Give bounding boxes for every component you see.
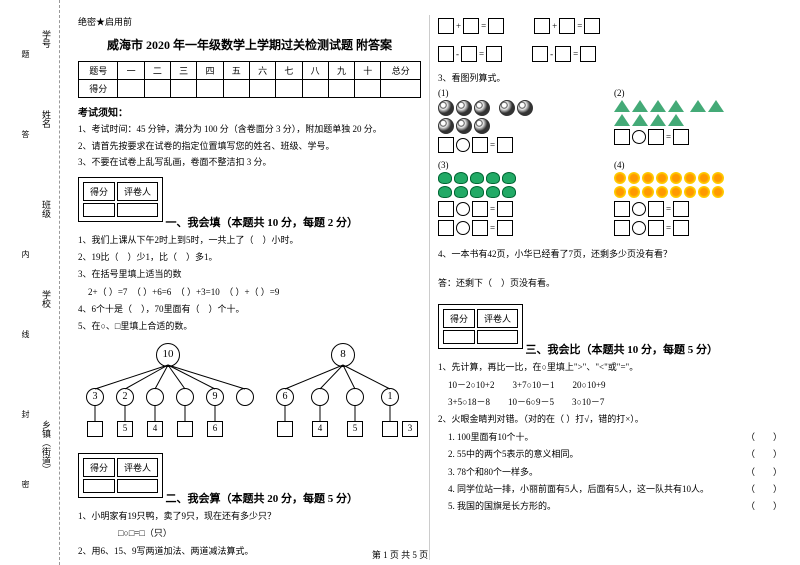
bind-label-id: 学号 (40, 30, 53, 48)
notice-title: 考试须知： (78, 104, 421, 119)
notice-item: 2、请首先按要求在试卷的指定位置填写您的姓名、班级、学号。 (78, 140, 421, 154)
tree-lines (268, 343, 418, 443)
seal-text: 封 (20, 410, 31, 418)
notice-item: 1、考试时间：45 分钟，满分为 100 分（含卷面分 3 分），附加题单独 2… (78, 123, 421, 137)
table-row: 题号一二三四五六七八九十总分 (79, 62, 421, 80)
judge-item: 3. 78个和80个一样多。（ ） (438, 465, 782, 479)
answer-template: □○□=□（只） (78, 526, 421, 540)
section-1-title: 一、我会填（本题共 10 分，每题 2 分） (166, 217, 359, 229)
judge-item: 1. 100里面有10个十。（ ） (438, 430, 782, 444)
picture-problems: (1) = (2) = (3) = = (438, 88, 782, 239)
question: 2、19比（ ）少1，比（ ）多1。 (78, 250, 421, 264)
problem-3: (3) = = (438, 160, 606, 239)
bind-label-school: 学校 (40, 290, 53, 308)
question: 4、一本书有42页，小华已经看了7页，还剩多少页没有看？ (438, 247, 782, 261)
compare-row: 3+5○18－8 10－6○9－5 3○10－7 (438, 395, 782, 409)
tree-icon (614, 100, 630, 112)
seal-text: 题 (20, 50, 31, 58)
frog-icon (438, 172, 452, 184)
content-area: 绝密★启用前 威海市 2020 年一年级数学上学期过关检测试题 附答案 题号一二… (60, 0, 800, 565)
question: 4、6个十是（ ），70里面有（ ）个十。 (78, 302, 421, 316)
right-column: += += -= -= 3、看图列算式。 (1) = (2) (430, 15, 790, 560)
flower-icon (614, 172, 626, 184)
secret-label: 绝密★启用前 (78, 15, 421, 28)
judge-item: 2. 55中的两个5表示的意义相同。（ ） (438, 447, 782, 461)
answer-line: 答：还剩下（ ）页没有看。 (438, 276, 782, 290)
tree-lines (78, 343, 258, 443)
bind-label-class: 班级 (40, 200, 53, 218)
question: 1、我们上课从下午2时上到5时，一共上了（ ）小时。 (78, 233, 421, 247)
bind-label-town: 乡镇（街道） (40, 420, 53, 474)
table-row: 得分 (79, 80, 421, 98)
eq-template: += (438, 18, 504, 34)
question: 1、小明家有19只鸭，卖了9只，现在还有多少只？ (78, 509, 421, 523)
question-sub: 2+（ ）=7 （ ）+6=6 （ ）+3=10 （ ）+（ ）=9 (78, 285, 421, 299)
eq-template: -= (532, 46, 596, 62)
judge-item: 5. 我国的国旗是长方形的。（ ） (438, 499, 782, 513)
seal-text: 答 (20, 130, 31, 138)
section-2-title: 二、我会算（本题共 20 分，每题 5 分） (166, 493, 359, 505)
question: 3、在括号里填上适当的数 (78, 267, 421, 281)
question: 1、先计算，再比一比，在○里填上">"、"<"或"="。 (438, 360, 782, 374)
problem-1: (1) = (438, 88, 606, 156)
exam-page: 学号 姓名 班级 学校 乡镇（街道） 题 答 内 线 封 密 绝密★启用前 威海… (0, 0, 800, 565)
seal-text: 内 (20, 250, 31, 258)
bind-label-name: 姓名 (40, 110, 53, 128)
score-box: 得分评卷人 (78, 453, 163, 498)
section-3-title: 三、我会比（本题共 10 分，每题 5 分） (526, 344, 719, 356)
problem-2: (2) = (614, 88, 782, 156)
ball-icon (438, 100, 454, 116)
tree-diagrams: 10 3 2 9 5 4 6 (78, 337, 421, 449)
score-table: 题号一二三四五六七八九十总分 得分 (78, 61, 421, 98)
eq-templates: -= -= (438, 43, 782, 65)
binding-margin: 学号 姓名 班级 学校 乡镇（街道） 题 答 内 线 封 密 (0, 0, 60, 565)
question: 5、在○、□里填上合适的数。 (78, 319, 421, 333)
left-column: 绝密★启用前 威海市 2020 年一年级数学上学期过关检测试题 附答案 题号一二… (70, 15, 430, 560)
seal-text: 线 (20, 330, 31, 338)
notice-item: 3、不要在试卷上乱写乱画，卷面不整洁扣 3 分。 (78, 156, 421, 170)
exam-title: 威海市 2020 年一年级数学上学期过关检测试题 附答案 (78, 36, 421, 53)
eq-template: += (534, 18, 600, 34)
eq-templates: += += (438, 15, 782, 37)
score-box: 得分评卷人 (438, 304, 523, 349)
question: 3、看图列算式。 (438, 71, 782, 85)
tree-2: 8 6 1 4 5 3 (268, 343, 418, 443)
compare-row: 10－2○10+2 3+7○10－1 20○10+9 (438, 378, 782, 392)
score-box: 得分评卷人 (78, 177, 163, 222)
tree-1: 10 3 2 9 5 4 6 (78, 343, 258, 443)
judge-item: 4. 同学位站一排，小丽前面有5人，后面有5人，这一队共有10人。（ ） (438, 482, 782, 496)
problem-4: (4) = = (614, 160, 782, 239)
question: 2、火眼金睛判对错。（对的在（ ）打√，错的打×）。 (438, 412, 782, 426)
page-footer: 第 1 页 共 5 页 (0, 548, 800, 561)
seal-text: 密 (20, 480, 31, 488)
eq-template: -= (438, 46, 502, 62)
